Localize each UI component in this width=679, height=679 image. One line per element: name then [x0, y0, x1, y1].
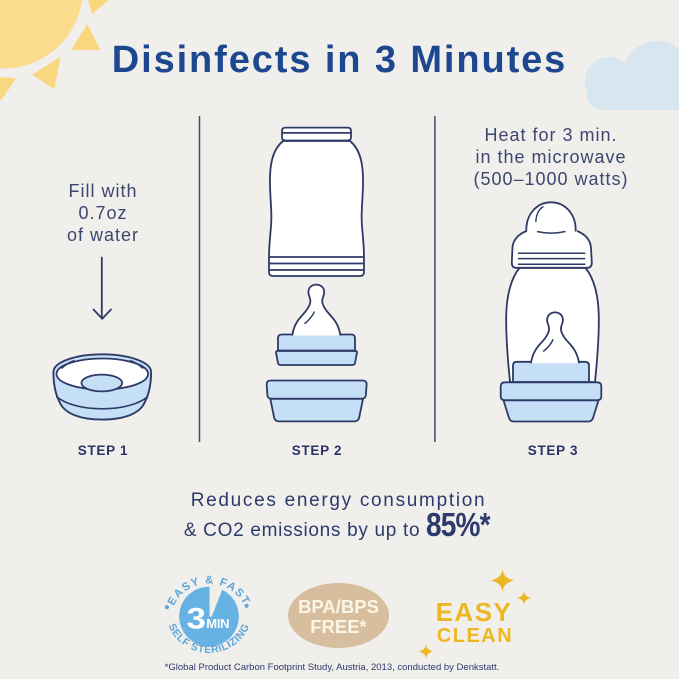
svg-text:MIN: MIN	[206, 616, 229, 631]
svg-text:3: 3	[187, 603, 207, 636]
